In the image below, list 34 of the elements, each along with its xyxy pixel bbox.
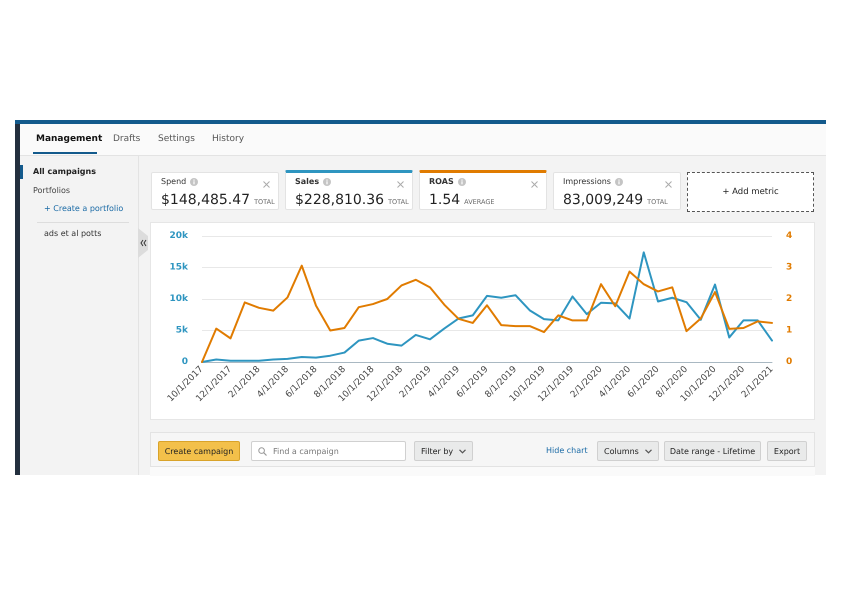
text: Spend [161,177,186,186]
text: $148,485.47 [161,192,250,208]
y2-tick-label: 2 [786,294,792,304]
text: ROAS [429,177,454,186]
y-tick-label: 0 [182,357,188,367]
y2-tick-label: 4 [786,231,792,241]
text: Impressions [563,177,611,186]
y-tick-label: 5k [176,326,190,336]
text: ads et al potts [44,229,102,238]
y2-tick-label: 0 [786,357,792,367]
text: Management [36,134,102,144]
text: Portfolios [33,186,70,195]
y-tick-label: 10k [169,294,190,304]
text: 83,009,249 [563,192,644,208]
text: Drafts [113,134,140,144]
text: 1.54 [429,192,460,208]
text: Sales [295,177,320,186]
text: Settings [158,134,195,144]
text: All campaigns [33,167,96,176]
text: + Create a portfolio [44,204,124,213]
text: History [212,134,244,144]
y-tick-label: 15k [169,262,190,272]
text: Filter by [414,441,474,461]
text: Find a campaign [251,441,406,461]
y-tick-label: 20k [169,231,190,241]
text: Date range - Lifetime [664,441,761,461]
text: Export [767,441,807,461]
y2-tick-label: 1 [786,326,792,336]
text: + Add metric [687,172,814,212]
text: $228,810.36 [295,192,384,208]
y2-tick-label: 3 [786,262,792,272]
text: Columns [597,441,659,461]
text: Create campaign [158,441,240,461]
text: Hide chart [546,446,588,455]
